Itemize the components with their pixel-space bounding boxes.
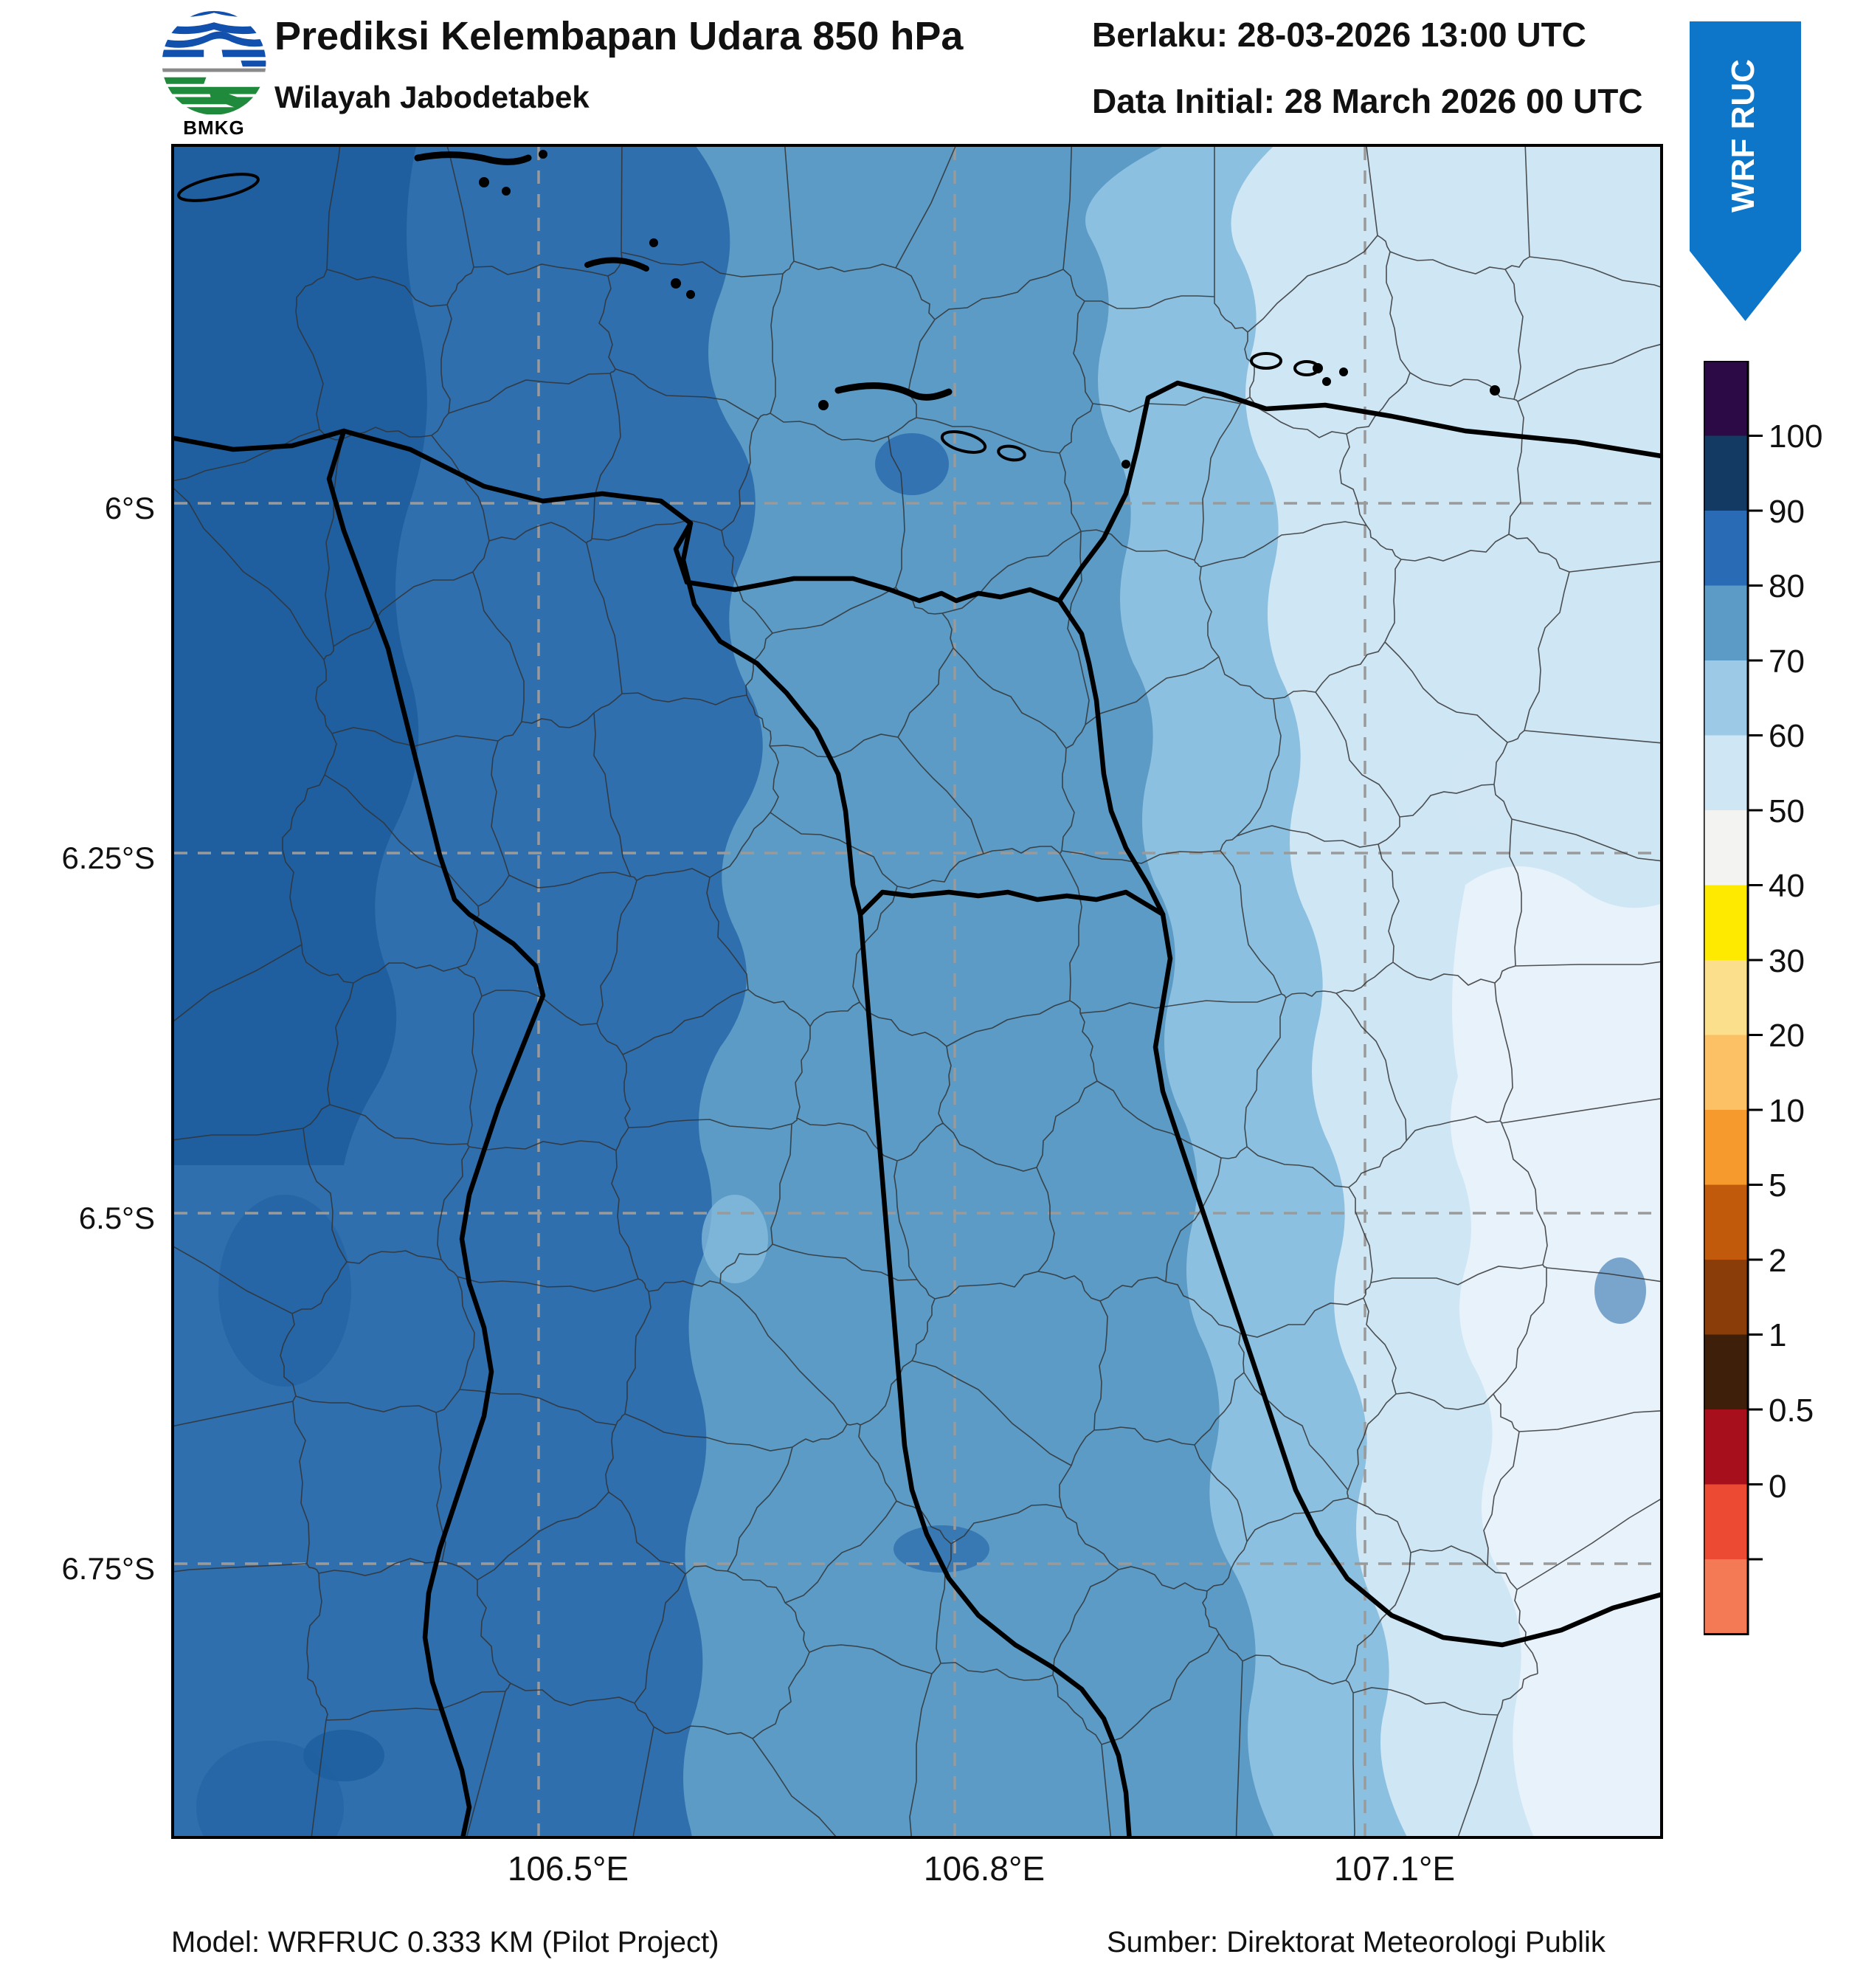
svg-text:80: 80 xyxy=(1769,568,1805,604)
svg-text:1: 1 xyxy=(1769,1317,1786,1353)
svg-text:40: 40 xyxy=(1769,868,1805,904)
svg-text:20: 20 xyxy=(1769,1018,1805,1054)
svg-text:70: 70 xyxy=(1769,643,1805,680)
svg-text:0.5: 0.5 xyxy=(1769,1392,1814,1429)
svg-text:10: 10 xyxy=(1769,1093,1805,1129)
svg-text:5: 5 xyxy=(1769,1167,1786,1204)
svg-text:0: 0 xyxy=(1769,1468,1786,1505)
svg-text:50: 50 xyxy=(1769,793,1805,829)
svg-text:30: 30 xyxy=(1769,943,1805,979)
svg-text:WRF RUC: WRF RUC xyxy=(1725,59,1761,213)
svg-text:90: 90 xyxy=(1769,494,1805,530)
svg-text:2: 2 xyxy=(1769,1243,1786,1279)
svg-text:100: 100 xyxy=(1769,418,1822,455)
svg-text:60: 60 xyxy=(1769,718,1805,754)
